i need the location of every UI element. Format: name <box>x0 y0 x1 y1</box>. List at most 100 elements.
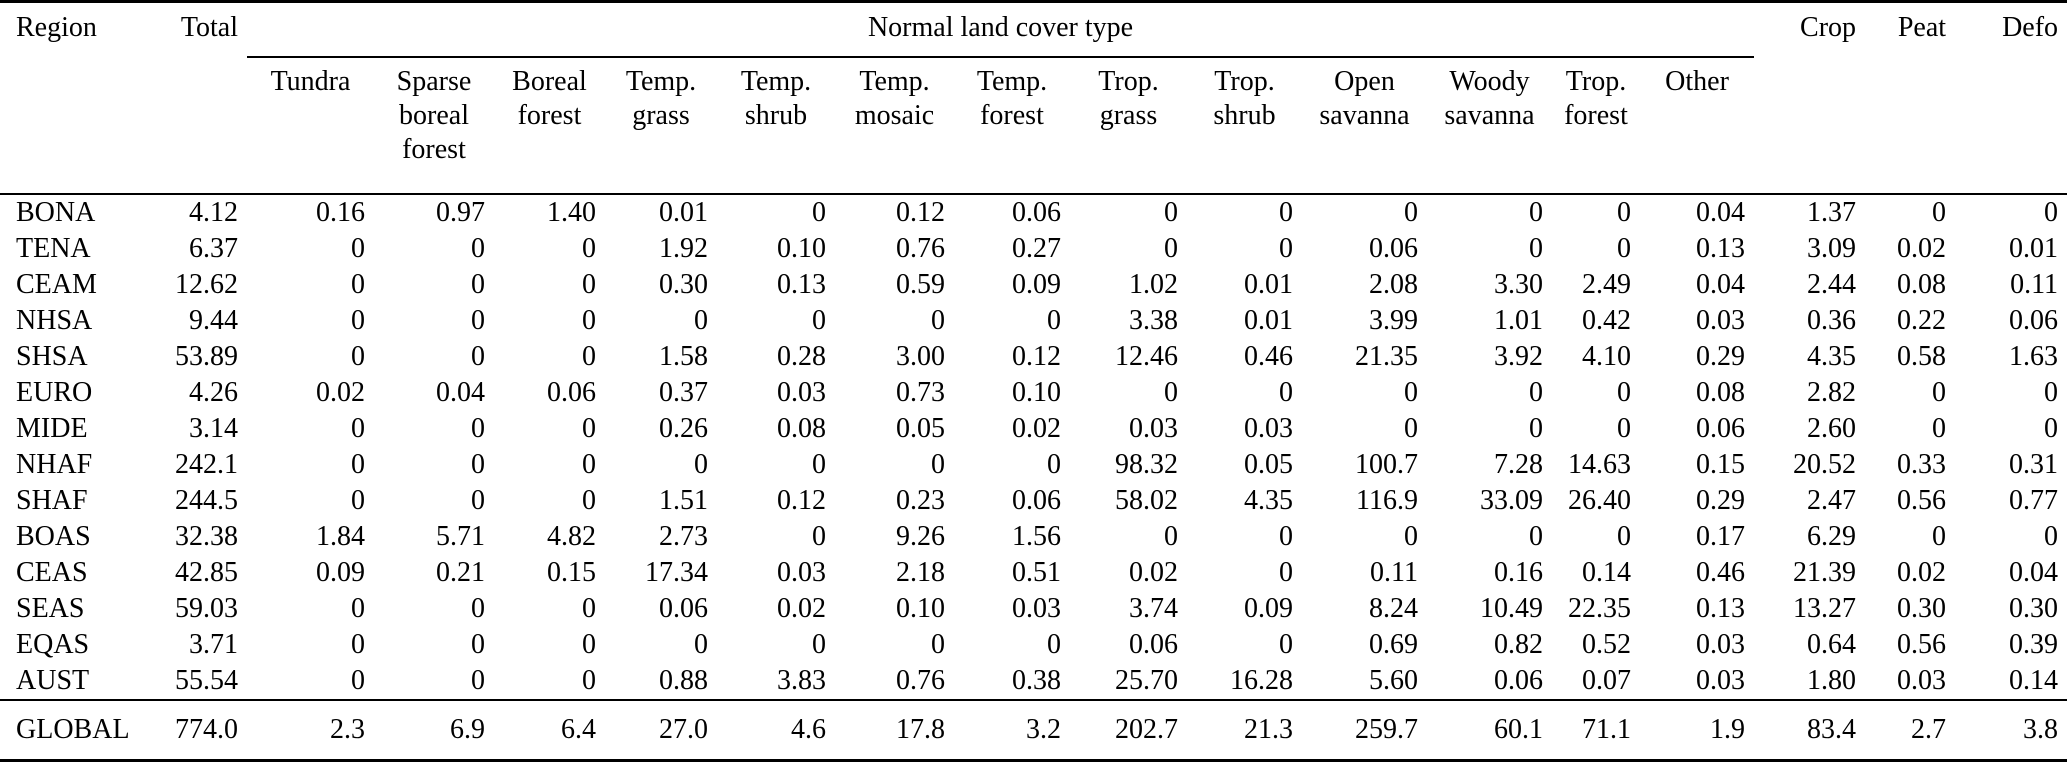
region-cell: TENA <box>16 233 91 264</box>
value-cell: 3.38 <box>1129 305 1178 336</box>
value-cell: 0.12 <box>1012 341 1061 372</box>
subheader-tundra: Tundra <box>247 57 374 195</box>
value-cell: 0.08 <box>1696 377 1746 408</box>
subheader-temp-forest: Temp. forest <box>954 57 1070 195</box>
value-cell: 0 <box>471 413 485 444</box>
value-cell: 0.29 <box>1696 341 1746 372</box>
value-cell: 0 <box>1404 521 1418 552</box>
value-cell: 3.09 <box>1807 233 1857 264</box>
value-cell: 3.00 <box>896 341 945 372</box>
value-cell: 0 <box>694 305 708 336</box>
value-cell: 0 <box>582 269 596 300</box>
region-cell: CEAM <box>16 269 97 300</box>
value-cell: 42.85 <box>175 557 238 588</box>
value-cell: 0 <box>471 485 485 516</box>
subheader-other: Other <box>1640 57 1755 195</box>
value-cell: 0 <box>1404 197 1418 228</box>
value-cell: 0.05 <box>1244 449 1293 480</box>
defo-subheader-spacer <box>1955 57 2067 195</box>
value-cell: 0 <box>1617 413 1631 444</box>
value-cell: 0.12 <box>896 197 945 228</box>
value-cell: 0.37 <box>659 377 708 408</box>
value-cell: 0.06 <box>1012 197 1061 228</box>
value-cell: 0 <box>1529 521 1543 552</box>
value-cell: 98.32 <box>1115 449 1178 480</box>
value-cell: 0 <box>1047 449 1061 480</box>
value-cell: 1.40 <box>547 197 596 228</box>
value-cell: 0.03 <box>1129 413 1178 444</box>
value-cell: 3.30 <box>1494 269 1543 300</box>
region-cell: BONA <box>16 197 96 228</box>
value-cell: 0.15 <box>547 557 596 588</box>
value-cell: 0.02 <box>1129 557 1178 588</box>
value-cell: 3.83 <box>777 665 826 696</box>
value-cell: 0 <box>1279 233 1293 264</box>
value-cell: 0 <box>582 593 596 624</box>
value-cell: 5.71 <box>436 521 485 552</box>
value-cell: 0 <box>471 269 485 300</box>
value-cell: 0.06 <box>1369 233 1418 264</box>
value-cell: 3.8 <box>1955 699 2067 761</box>
region-cell: SHSA <box>16 341 88 372</box>
value-cell: 27.0 <box>605 699 717 761</box>
subheader-trop-grass: Trop. grass <box>1070 57 1187 195</box>
value-cell: 1.01 <box>1494 305 1543 336</box>
value-cell: 202.7 <box>1070 699 1187 761</box>
value-cell: 0 <box>1529 233 1543 264</box>
value-cell: 0.02 <box>1897 557 1947 588</box>
table-row-shaf: SHAF 244.5 0 0 0 1.51 0.12 0.23 0.06 58.02 4.35 116… <box>0 483 2067 519</box>
value-cell: 0 <box>1404 377 1418 408</box>
table-row-nhaf: NHAF 242.1 0 0 0 0 0 0 0 98.32 0.05 100.7 7.28 14.63 0… <box>0 447 2067 483</box>
value-cell: 0.04 <box>436 377 485 408</box>
value-cell: 3.99 <box>1369 305 1418 336</box>
value-cell: 17.8 <box>835 699 954 761</box>
value-cell: 2.18 <box>896 557 945 588</box>
value-cell: 4.6 <box>717 699 835 761</box>
value-cell: 6.29 <box>1807 521 1857 552</box>
value-cell: 0.14 <box>2009 665 2059 696</box>
value-cell: 0 <box>351 593 365 624</box>
value-cell: 71.1 <box>1552 699 1640 761</box>
value-cell: 0.03 <box>1696 305 1746 336</box>
value-cell: 21.39 <box>1793 557 1857 588</box>
value-cell: 0 <box>1529 413 1543 444</box>
value-cell: 0.13 <box>1696 233 1746 264</box>
value-cell: 0 <box>351 233 365 264</box>
region-cell: GLOBAL <box>0 699 135 761</box>
value-cell: 0 <box>1164 377 1178 408</box>
value-cell: 0 <box>471 449 485 480</box>
subheader-open-savanna: Open savanna <box>1302 57 1427 195</box>
value-cell: 0 <box>351 665 365 696</box>
value-cell: 0.26 <box>659 413 708 444</box>
value-cell: 3.2 <box>954 699 1070 761</box>
value-cell: 0.06 <box>1129 629 1178 660</box>
value-cell: 0.16 <box>1494 557 1543 588</box>
value-cell: 0 <box>471 341 485 372</box>
value-cell: 10.49 <box>1480 593 1543 624</box>
value-cell: 0.15 <box>1696 449 1746 480</box>
value-cell: 0.06 <box>659 593 708 624</box>
region-cell: NHAF <box>16 449 93 480</box>
value-cell: 0.11 <box>2010 269 2059 300</box>
table-row-ceas: CEAS 42.85 0.09 0.21 0.15 17.34 0.03 2.18 0.51 0.… <box>0 555 2067 591</box>
value-cell: 5.60 <box>1369 665 1418 696</box>
value-cell: 55.54 <box>175 665 238 696</box>
value-cell: 0.46 <box>1696 557 1746 588</box>
value-cell: 0.76 <box>896 665 945 696</box>
defo-column-header: Defo <box>2002 12 2059 43</box>
value-cell: 116.9 <box>1356 485 1418 516</box>
value-cell: 0.82 <box>1494 629 1543 660</box>
peat-column-header: Peat <box>1897 12 1947 43</box>
value-cell: 4.35 <box>1244 485 1293 516</box>
value-cell: 0.64 <box>1807 629 1857 660</box>
value-cell: 0 <box>582 305 596 336</box>
value-cell: 0.02 <box>777 593 826 624</box>
value-cell: 0.69 <box>1369 629 1418 660</box>
value-cell: 0 <box>1164 197 1178 228</box>
value-cell: 0.06 <box>1012 485 1061 516</box>
value-cell: 0.88 <box>659 665 708 696</box>
subheader-temp-mosaic: Temp. mosaic <box>835 57 954 195</box>
value-cell: 4.10 <box>1582 341 1631 372</box>
value-cell: 0 <box>1617 233 1631 264</box>
